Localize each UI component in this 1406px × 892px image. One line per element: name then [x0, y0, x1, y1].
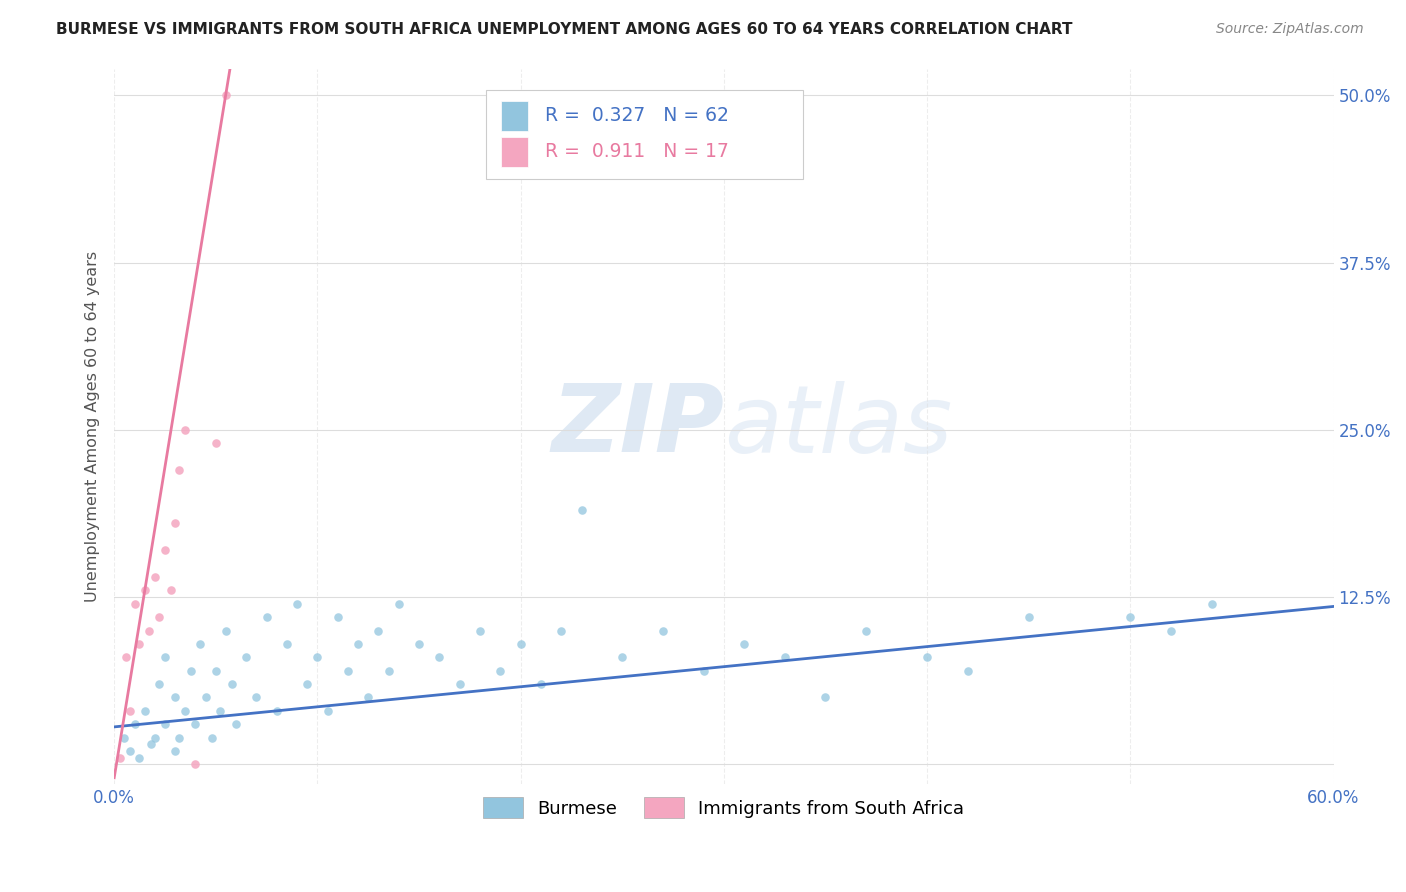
Text: atlas: atlas	[724, 381, 952, 472]
Point	[201, 731, 224, 745]
Point	[915, 650, 938, 665]
Point	[307, 650, 329, 665]
Point	[285, 597, 308, 611]
Point	[225, 717, 247, 731]
Point	[221, 677, 243, 691]
Point	[204, 664, 226, 678]
Point	[692, 664, 714, 678]
Point	[165, 744, 187, 758]
Text: Source: ZipAtlas.com: Source: ZipAtlas.com	[1216, 22, 1364, 37]
Text: BURMESE VS IMMIGRANTS FROM SOUTH AFRICA UNEMPLOYMENT AMONG AGES 60 TO 64 YEARS C: BURMESE VS IMMIGRANTS FROM SOUTH AFRICA …	[56, 22, 1073, 37]
Point	[120, 704, 142, 718]
Point	[153, 543, 176, 558]
Point	[160, 583, 183, 598]
Bar	[501, 136, 527, 167]
Point	[174, 704, 197, 718]
Point	[204, 436, 226, 450]
Point	[148, 610, 170, 624]
Point	[733, 637, 755, 651]
Point	[509, 637, 531, 651]
Point	[134, 704, 156, 718]
Point	[128, 750, 150, 764]
Point	[153, 650, 176, 665]
Y-axis label: Unemployment Among Ages 60 to 64 years: Unemployment Among Ages 60 to 64 years	[86, 251, 100, 602]
Point	[115, 650, 138, 665]
Bar	[501, 101, 527, 131]
Point	[1160, 624, 1182, 638]
Point	[571, 503, 593, 517]
FancyBboxPatch shape	[486, 90, 803, 179]
Point	[148, 677, 170, 691]
Point	[124, 717, 146, 731]
Point	[215, 624, 238, 638]
Point	[468, 624, 491, 638]
Point	[367, 624, 389, 638]
Point	[138, 624, 160, 638]
Point	[174, 423, 197, 437]
Point	[1018, 610, 1040, 624]
Point	[449, 677, 471, 691]
Point	[612, 650, 634, 665]
Point	[139, 737, 162, 751]
Point	[266, 704, 288, 718]
Point	[316, 704, 339, 718]
Point	[326, 610, 349, 624]
Point	[336, 664, 359, 678]
Point	[120, 744, 142, 758]
Point	[184, 757, 207, 772]
Point	[408, 637, 430, 651]
Point	[256, 610, 278, 624]
Point	[235, 650, 257, 665]
Point	[651, 624, 673, 638]
Point	[124, 597, 146, 611]
Point	[427, 650, 450, 665]
Point	[184, 717, 207, 731]
Point	[377, 664, 399, 678]
Point	[134, 583, 156, 598]
Point	[112, 731, 135, 745]
Point	[165, 516, 187, 531]
Point	[245, 690, 267, 705]
Point	[276, 637, 298, 651]
Point	[388, 597, 411, 611]
Point	[194, 690, 217, 705]
Point	[180, 664, 202, 678]
Point	[347, 637, 370, 651]
Point	[143, 570, 166, 584]
Point	[208, 704, 231, 718]
Point	[855, 624, 877, 638]
Text: R =  0.327   N = 62: R = 0.327 N = 62	[544, 106, 728, 125]
Text: ZIP: ZIP	[551, 381, 724, 473]
Point	[489, 664, 512, 678]
Point	[153, 717, 176, 731]
Point	[167, 463, 190, 477]
Point	[814, 690, 837, 705]
Point	[215, 88, 238, 103]
Point	[188, 637, 211, 651]
Point	[167, 731, 190, 745]
Point	[530, 677, 553, 691]
Point	[357, 690, 380, 705]
Point	[110, 750, 132, 764]
Point	[165, 690, 187, 705]
Point	[956, 664, 979, 678]
Point	[143, 731, 166, 745]
Point	[550, 624, 572, 638]
Point	[297, 677, 319, 691]
Point	[773, 650, 796, 665]
Point	[128, 637, 150, 651]
Legend: Burmese, Immigrants from South Africa: Burmese, Immigrants from South Africa	[477, 790, 972, 825]
Text: R =  0.911   N = 17: R = 0.911 N = 17	[544, 142, 728, 161]
Point	[1201, 597, 1223, 611]
Point	[1119, 610, 1142, 624]
